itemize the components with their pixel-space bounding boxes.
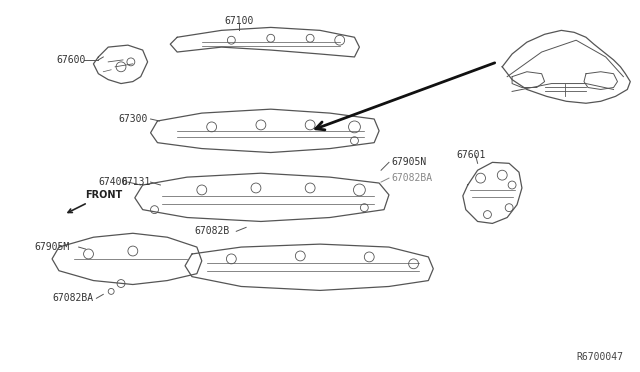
Text: 67082B: 67082B — [194, 226, 229, 236]
Text: FRONT: FRONT — [68, 190, 122, 212]
Text: 67601: 67601 — [456, 150, 485, 160]
Text: 67905N: 67905N — [391, 157, 426, 167]
Text: 67905M: 67905M — [35, 242, 70, 252]
Text: 67082BA: 67082BA — [391, 173, 432, 183]
Text: 67400: 67400 — [99, 177, 128, 187]
Text: 67100: 67100 — [225, 16, 254, 26]
Text: 67300: 67300 — [118, 114, 147, 124]
Text: R6700047: R6700047 — [577, 352, 623, 362]
Text: 67131: 67131 — [121, 177, 150, 187]
Text: 67082BA: 67082BA — [52, 293, 93, 303]
Text: 67600: 67600 — [56, 55, 85, 65]
